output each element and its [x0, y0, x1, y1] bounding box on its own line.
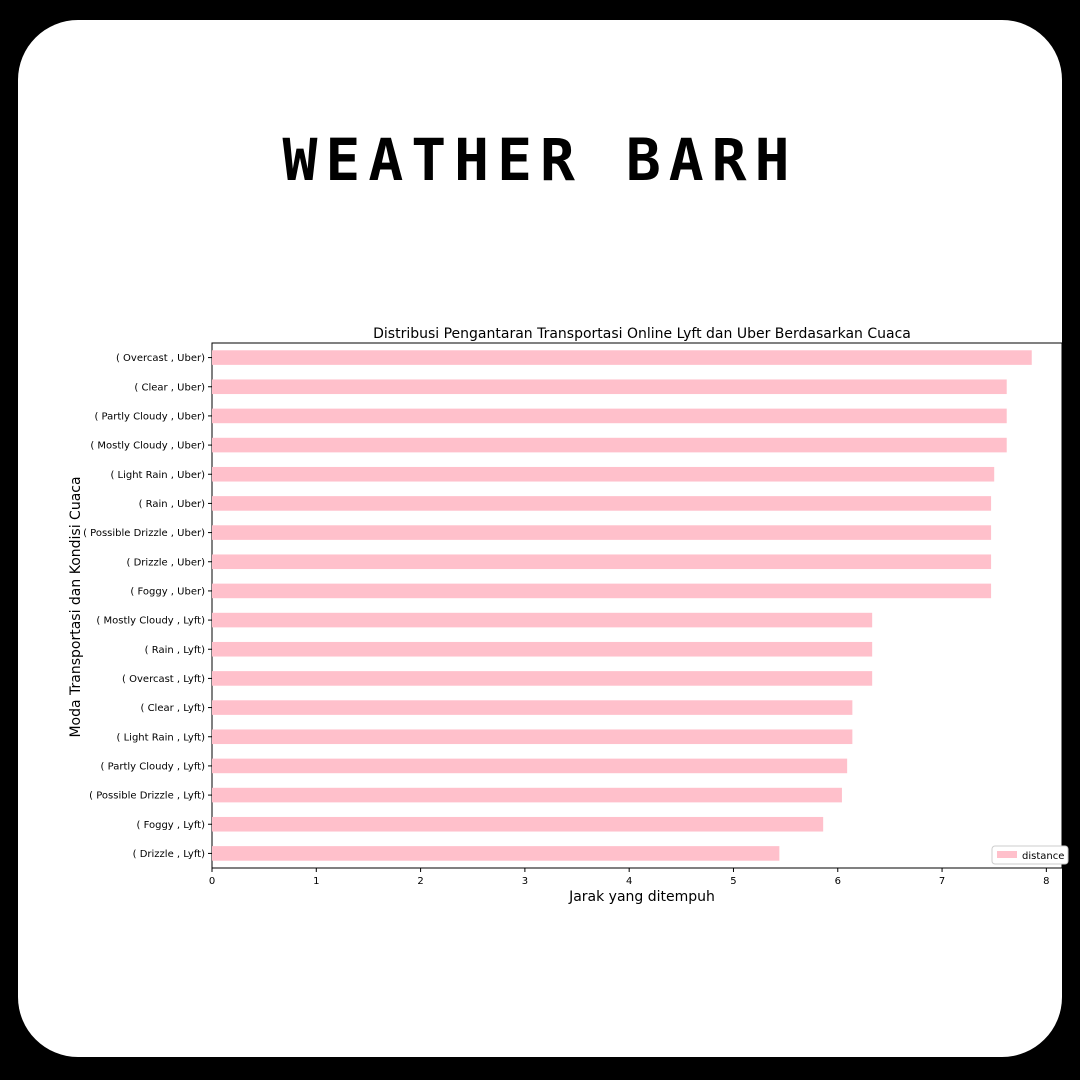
- bar: [212, 350, 1032, 365]
- x-tick-label: 1: [313, 876, 319, 887]
- y-tick-label: ( Overcast , Lyft): [122, 674, 205, 685]
- y-tick-label: ( Partly Cloudy , Uber): [94, 411, 205, 422]
- x-tick-label: 8: [1043, 876, 1049, 887]
- legend-swatch: [997, 851, 1017, 858]
- y-tick-label: ( Mostly Cloudy , Lyft): [96, 616, 205, 627]
- y-tick-label: ( Drizzle , Lyft): [133, 849, 205, 860]
- bar: [212, 787, 842, 803]
- y-tick-label: ( Rain , Lyft): [145, 645, 205, 656]
- y-tick-label: ( Light Rain , Uber): [110, 470, 205, 481]
- bar: [212, 583, 992, 599]
- bar: [212, 466, 995, 482]
- y-tick-label: ( Possible Drizzle , Uber): [83, 528, 205, 539]
- y-tick-label: ( Drizzle , Uber): [127, 557, 206, 568]
- x-tick-label: 4: [626, 876, 632, 887]
- y-tick-label: ( Foggy , Lyft): [137, 820, 206, 831]
- y-tick-label: ( Foggy , Uber): [130, 586, 205, 597]
- y-tick-label: ( Rain , Uber): [139, 499, 206, 510]
- bar: [212, 846, 780, 861]
- y-tick-label: ( Clear , Uber): [134, 382, 205, 393]
- bar: [212, 612, 873, 628]
- y-tick-label: ( Partly Cloudy , Lyft): [101, 761, 206, 772]
- bar: [212, 379, 1007, 395]
- y-tick-label: ( Light Rain , Lyft): [117, 732, 206, 743]
- y-tick-label: ( Mostly Cloudy , Uber): [90, 441, 205, 452]
- bar: [212, 554, 992, 570]
- x-tick-label: 0: [209, 876, 215, 887]
- x-tick-label: 3: [522, 876, 528, 887]
- y-tick-label: ( Possible Drizzle , Lyft): [89, 791, 205, 802]
- x-tick-label: 5: [730, 876, 736, 887]
- x-tick-label: 7: [939, 876, 945, 887]
- y-axis-label: Moda Transportasi dan Kondisi Cuaca: [68, 476, 84, 737]
- x-tick-label: 6: [835, 876, 841, 887]
- y-tick-labels: ( Overcast , Uber) ( Clear , Uber) ( Partl…: [83, 353, 212, 860]
- bar: [212, 496, 992, 511]
- bar: [212, 408, 1007, 424]
- headline-title: WEATHER BARH: [282, 126, 798, 194]
- y-tick-label: ( Clear , Lyft): [140, 703, 205, 714]
- bar: [212, 437, 1007, 453]
- bar: [212, 525, 992, 540]
- x-ticks: 0 1 2 3 4 5 6 7 8: [209, 868, 1050, 887]
- bar: [212, 700, 853, 715]
- y-tick-label: ( Overcast , Uber): [116, 353, 205, 364]
- bar: [212, 671, 873, 686]
- chart-title: Distribusi Pengantaran Transportasi Onli…: [373, 326, 911, 342]
- bar: [212, 758, 848, 774]
- bar: [212, 641, 873, 657]
- x-axis-label: Jarak yang ditempuh: [568, 889, 715, 905]
- bar: [212, 729, 853, 745]
- bar: [212, 816, 824, 832]
- bars-group: [212, 350, 1032, 861]
- legend[interactable]: distance: [991, 845, 1069, 865]
- x-tick-label: 2: [417, 876, 423, 887]
- plot-frame: [211, 342, 1063, 869]
- legend-box: [991, 845, 1069, 865]
- legend-label: distance: [1022, 851, 1064, 862]
